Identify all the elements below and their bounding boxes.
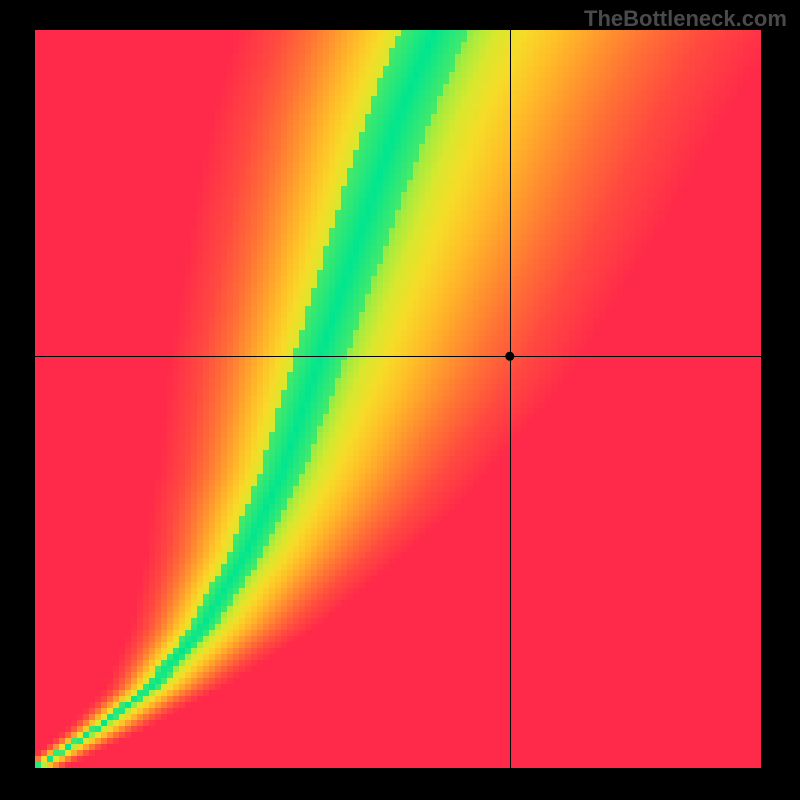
chart-stage: TheBottleneck.com (0, 0, 800, 800)
overlay-canvas (0, 0, 800, 800)
watermark-text: TheBottleneck.com (584, 6, 787, 32)
